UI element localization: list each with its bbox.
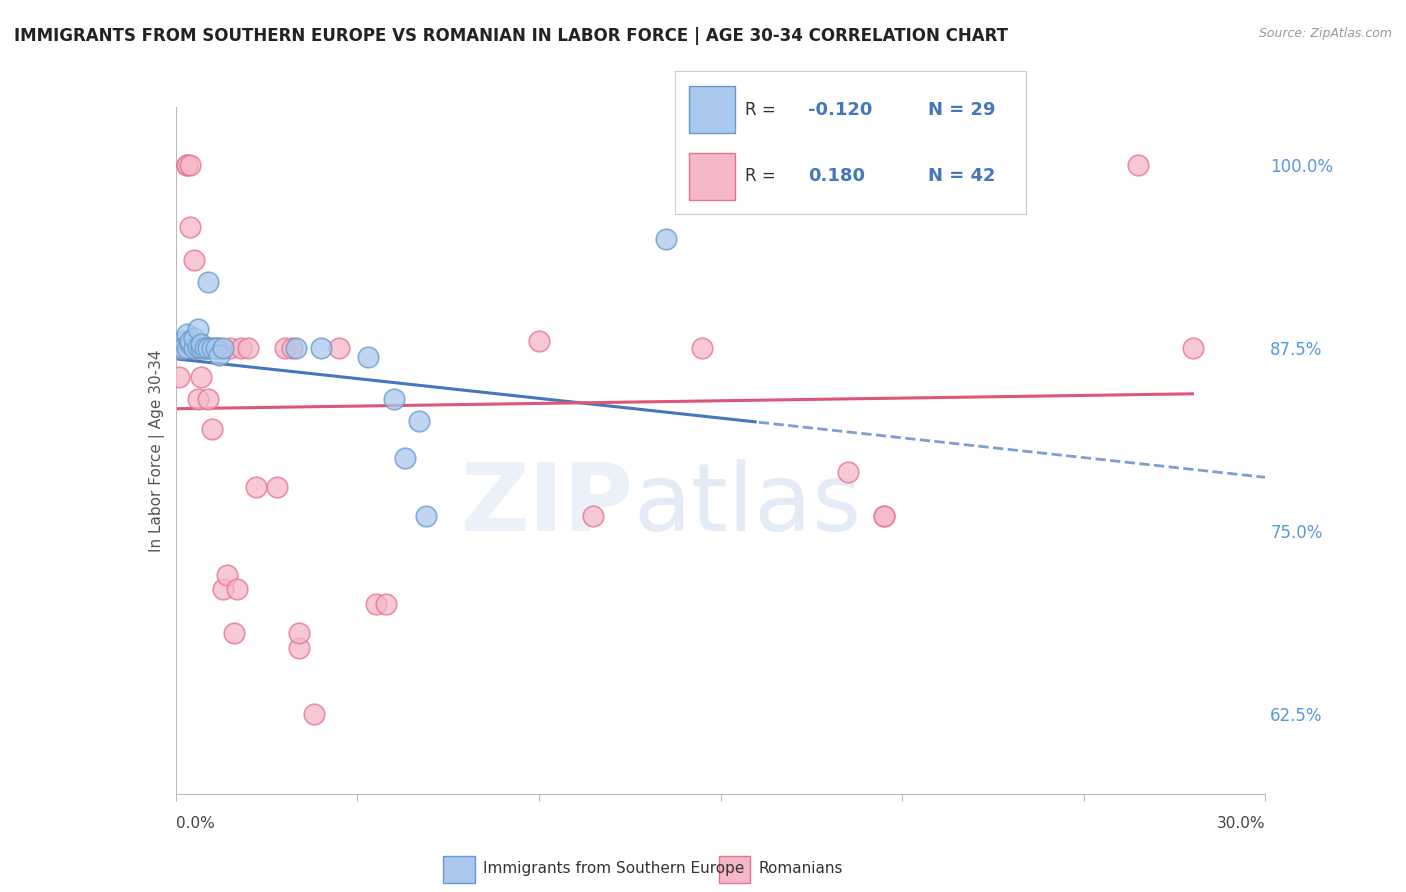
- Point: [186, 340, 209, 354]
- Text: R =: R =: [745, 167, 786, 185]
- Text: 0.180: 0.180: [808, 167, 866, 185]
- Point: [1181, 341, 1204, 355]
- Point: [215, 567, 238, 582]
- Point: [582, 509, 605, 524]
- Point: [208, 349, 231, 363]
- Point: [655, 231, 678, 245]
- Point: [266, 480, 288, 494]
- Point: [394, 450, 416, 465]
- Point: [179, 336, 201, 351]
- Point: [169, 341, 191, 355]
- Point: [382, 392, 405, 407]
- Point: [364, 597, 387, 611]
- Point: [274, 341, 297, 355]
- Point: [212, 582, 235, 597]
- Point: [194, 341, 217, 355]
- Point: [179, 159, 201, 173]
- Point: [527, 334, 550, 348]
- Point: [183, 341, 205, 355]
- Point: [231, 341, 253, 355]
- Point: [183, 331, 205, 345]
- Text: IMMIGRANTS FROM SOUTHERN EUROPE VS ROMANIAN IN LABOR FORCE | AGE 30-34 CORRELATI: IMMIGRANTS FROM SOUTHERN EUROPE VS ROMAN…: [14, 27, 1008, 45]
- Point: [172, 341, 194, 355]
- Point: [183, 341, 205, 355]
- Point: [375, 597, 398, 611]
- Text: atlas: atlas: [633, 459, 862, 551]
- Point: [186, 322, 209, 336]
- Point: [328, 341, 350, 355]
- Point: [194, 341, 217, 355]
- Point: [190, 370, 212, 384]
- Point: [284, 341, 307, 355]
- Point: [212, 341, 235, 355]
- Text: N = 29: N = 29: [928, 101, 995, 119]
- Text: 0.0%: 0.0%: [176, 816, 215, 830]
- Text: Source: ZipAtlas.com: Source: ZipAtlas.com: [1258, 27, 1392, 40]
- Point: [183, 253, 205, 268]
- Point: [281, 341, 304, 355]
- Text: N = 42: N = 42: [928, 167, 995, 185]
- Point: [309, 341, 332, 355]
- Point: [172, 341, 194, 355]
- Point: [186, 392, 209, 407]
- Point: [190, 341, 212, 355]
- Y-axis label: In Labor Force | Age 30-34: In Labor Force | Age 30-34: [149, 349, 165, 552]
- FancyBboxPatch shape: [718, 856, 751, 883]
- Point: [201, 421, 224, 435]
- Point: [692, 341, 714, 355]
- Point: [176, 159, 198, 173]
- Point: [197, 276, 219, 290]
- Point: [204, 341, 226, 355]
- Text: Romanians: Romanians: [758, 862, 842, 876]
- FancyBboxPatch shape: [689, 153, 734, 200]
- Point: [226, 582, 249, 597]
- Point: [197, 392, 219, 407]
- FancyBboxPatch shape: [689, 86, 734, 133]
- Point: [179, 334, 201, 348]
- Point: [219, 341, 242, 355]
- Point: [169, 370, 191, 384]
- Point: [201, 341, 224, 355]
- Point: [169, 341, 191, 355]
- Text: 30.0%: 30.0%: [1218, 816, 1265, 830]
- Text: ZIP: ZIP: [461, 459, 633, 551]
- FancyBboxPatch shape: [443, 856, 475, 883]
- Point: [288, 640, 311, 655]
- Point: [176, 326, 198, 341]
- Point: [172, 334, 194, 348]
- Point: [179, 219, 201, 234]
- Point: [873, 509, 896, 524]
- Point: [208, 341, 231, 355]
- Text: Immigrants from Southern Europe: Immigrants from Southern Europe: [482, 862, 744, 876]
- Point: [357, 350, 380, 364]
- Point: [197, 341, 219, 355]
- Text: R =: R =: [745, 101, 782, 119]
- Point: [186, 341, 209, 355]
- Point: [408, 414, 430, 428]
- Point: [176, 159, 198, 173]
- Point: [302, 706, 325, 721]
- Point: [238, 341, 260, 355]
- Point: [288, 626, 311, 640]
- Point: [415, 509, 437, 524]
- Point: [245, 480, 267, 494]
- Point: [176, 341, 198, 355]
- Point: [222, 626, 245, 640]
- Point: [837, 466, 859, 480]
- Point: [204, 341, 226, 355]
- Point: [745, 159, 768, 173]
- Text: -0.120: -0.120: [808, 101, 873, 119]
- Point: [873, 509, 896, 524]
- Point: [1128, 159, 1150, 173]
- Point: [190, 336, 212, 351]
